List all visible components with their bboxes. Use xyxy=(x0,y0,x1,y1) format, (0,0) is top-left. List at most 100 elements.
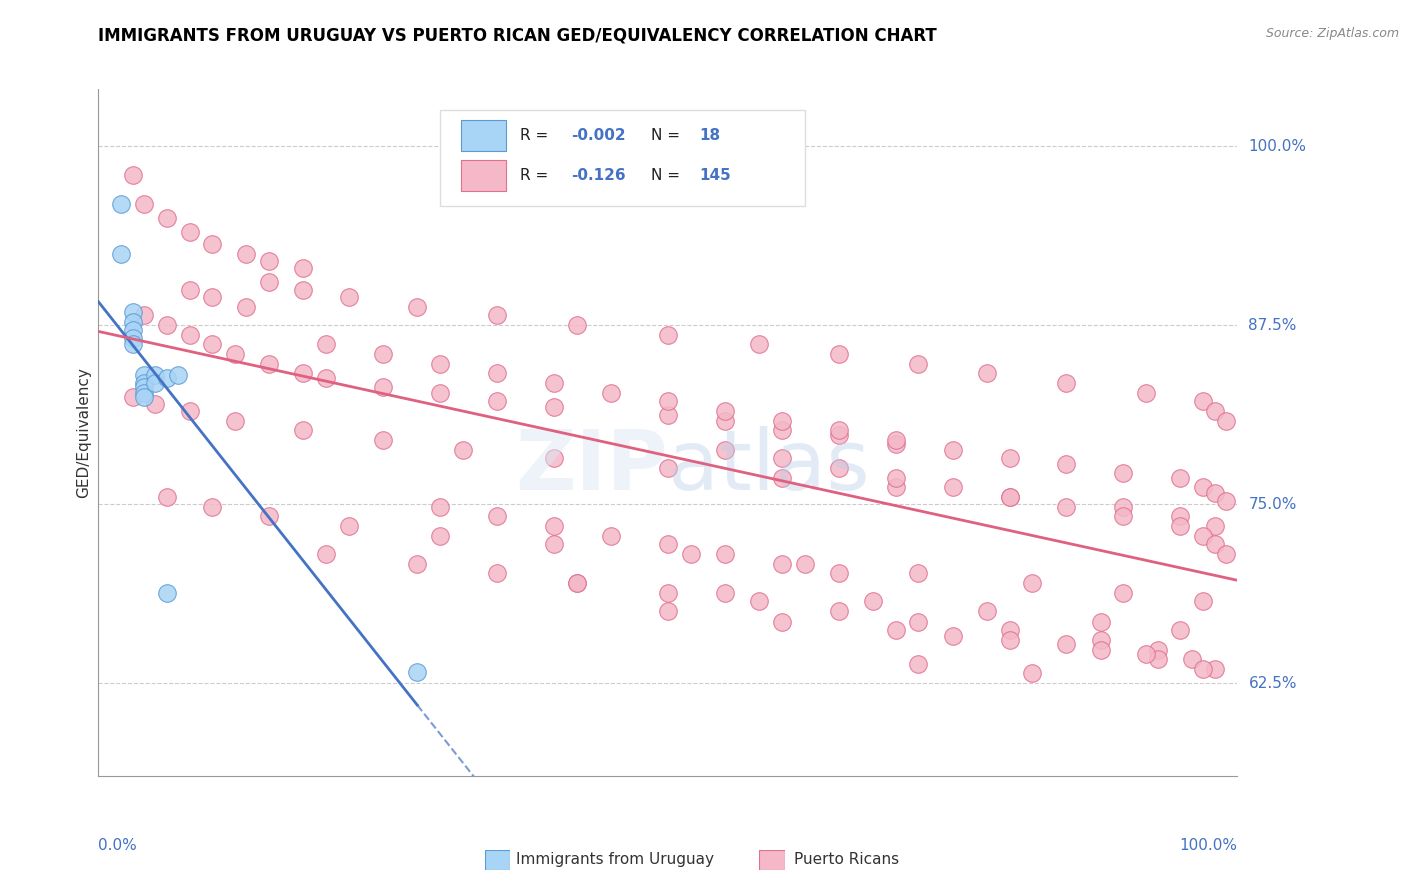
Point xyxy=(1021,575,1043,590)
Point xyxy=(156,490,179,504)
Point xyxy=(1112,500,1135,514)
Point xyxy=(121,315,143,329)
Point xyxy=(998,490,1021,504)
Point xyxy=(884,623,907,637)
Point xyxy=(1170,518,1192,533)
Point xyxy=(770,558,793,572)
Point xyxy=(1170,623,1192,637)
Point xyxy=(884,480,907,494)
Text: 100.0%: 100.0% xyxy=(1249,139,1306,154)
Point xyxy=(998,490,1021,504)
Point xyxy=(657,409,679,423)
Point xyxy=(1146,643,1168,657)
Point xyxy=(132,308,155,322)
Point xyxy=(1146,651,1168,665)
Point xyxy=(884,437,907,451)
Point xyxy=(884,471,907,485)
Point xyxy=(486,366,509,380)
Point xyxy=(1215,414,1237,428)
Text: N =: N = xyxy=(651,128,685,144)
Point xyxy=(657,328,679,343)
Point xyxy=(486,308,509,322)
FancyBboxPatch shape xyxy=(440,110,804,206)
Text: ZIP: ZIP xyxy=(516,426,668,508)
Point xyxy=(714,586,737,600)
Point xyxy=(509,175,531,189)
Point xyxy=(371,433,394,447)
Point xyxy=(657,394,679,409)
Point xyxy=(1090,643,1112,657)
Point xyxy=(748,337,770,351)
Point xyxy=(1054,500,1078,514)
Point xyxy=(110,246,132,260)
Point xyxy=(714,442,737,457)
Text: R =: R = xyxy=(520,168,553,183)
Point xyxy=(1135,385,1157,400)
Point xyxy=(770,471,793,485)
Point xyxy=(600,385,623,400)
Point xyxy=(714,547,737,561)
Point xyxy=(201,236,224,251)
Point xyxy=(714,414,737,428)
Text: 145: 145 xyxy=(700,168,731,183)
Point xyxy=(884,433,907,447)
Point xyxy=(315,337,337,351)
Point xyxy=(259,254,281,268)
Point xyxy=(1192,594,1215,608)
Point xyxy=(942,442,965,457)
Point xyxy=(179,328,201,343)
Point xyxy=(770,615,793,629)
Point xyxy=(1170,471,1192,485)
Point xyxy=(1192,529,1215,543)
Point xyxy=(315,547,337,561)
Point xyxy=(862,594,884,608)
Point xyxy=(543,376,565,390)
Point xyxy=(1192,662,1215,676)
Point xyxy=(1204,485,1226,500)
Point xyxy=(543,451,565,466)
Y-axis label: GED/Equivalency: GED/Equivalency xyxy=(76,368,91,498)
Point xyxy=(292,423,315,437)
Point xyxy=(1215,494,1237,508)
Point xyxy=(224,347,246,361)
Point xyxy=(1054,637,1078,651)
Point xyxy=(907,657,929,672)
Point xyxy=(1054,457,1078,471)
Point xyxy=(770,423,793,437)
Point xyxy=(565,575,588,590)
Point xyxy=(259,276,281,290)
Point xyxy=(1090,633,1112,648)
Text: 100.0%: 100.0% xyxy=(1180,838,1237,854)
Point xyxy=(770,451,793,466)
Point xyxy=(121,337,143,351)
Point xyxy=(145,368,167,383)
Text: 75.0%: 75.0% xyxy=(1249,497,1296,512)
Point xyxy=(1204,662,1226,676)
Point xyxy=(1204,518,1226,533)
Point xyxy=(201,500,224,514)
Bar xyxy=(461,160,506,191)
Point xyxy=(121,331,143,345)
Text: R =: R = xyxy=(520,128,553,144)
Text: 0.0%: 0.0% xyxy=(98,838,138,854)
Text: 62.5%: 62.5% xyxy=(1249,675,1296,690)
Point xyxy=(907,357,929,371)
Point xyxy=(565,575,588,590)
Point xyxy=(235,300,257,314)
Point xyxy=(1181,651,1204,665)
Point xyxy=(793,558,815,572)
Point xyxy=(121,323,143,337)
Point xyxy=(235,246,257,260)
Point xyxy=(132,196,155,211)
Point xyxy=(1112,586,1135,600)
Point xyxy=(828,461,851,475)
Point xyxy=(486,394,509,409)
Point xyxy=(907,615,929,629)
Point xyxy=(132,368,155,383)
Point xyxy=(486,508,509,523)
Point xyxy=(1112,466,1135,480)
Point xyxy=(156,371,179,385)
Point xyxy=(543,400,565,414)
Point xyxy=(748,594,770,608)
Point xyxy=(292,261,315,276)
